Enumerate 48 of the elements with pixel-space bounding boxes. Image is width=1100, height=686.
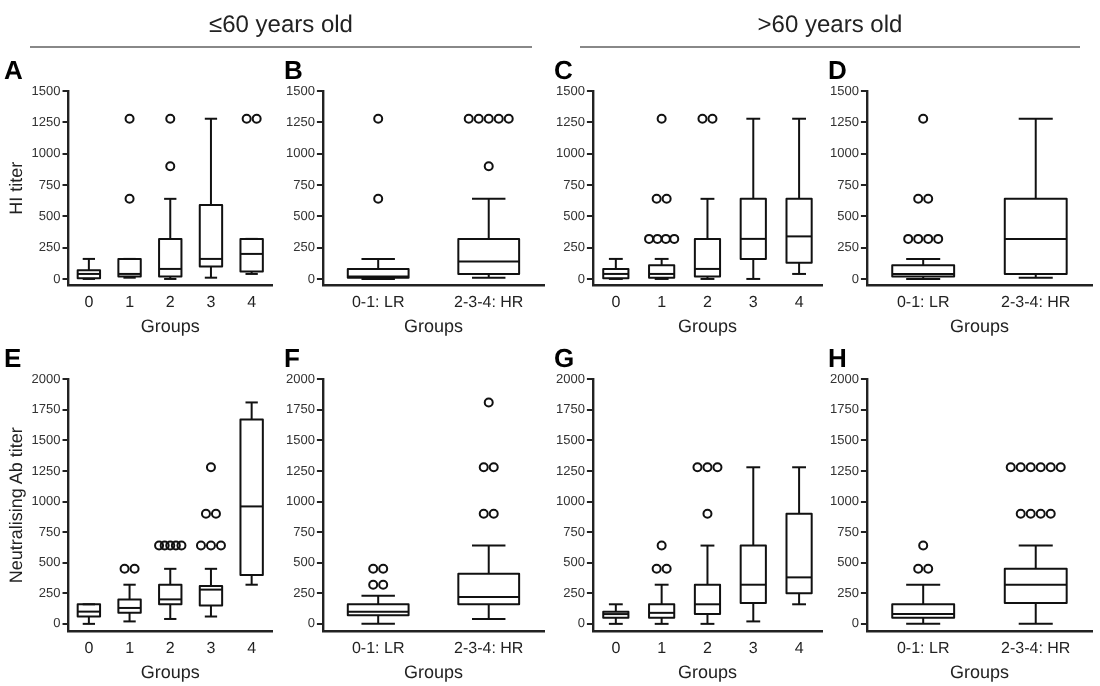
x-tick-label: 1	[125, 293, 136, 312]
x-tick-label: 0-1: LR	[896, 639, 950, 658]
x-tick-label: 4	[247, 639, 258, 658]
x-axis-title: Groups	[140, 316, 201, 337]
x-tick-label: 4	[247, 293, 258, 312]
chart-title: A	[4, 54, 24, 85]
x-tick-label: 2	[165, 639, 176, 658]
x-tick-label: 2	[703, 639, 714, 658]
x-tick-label: 2-3-4: HR	[1001, 639, 1071, 658]
x-axis-title: Groups	[949, 662, 1010, 683]
x-tick-label: 0	[84, 639, 95, 658]
chart-title: B	[284, 54, 303, 85]
x-tick-label: 3	[206, 293, 217, 312]
x-axis-title: Groups	[677, 662, 738, 683]
y-axis-title: Neutralising Ab titer	[5, 427, 26, 584]
x-tick-label: 1	[125, 639, 136, 658]
x-tick-label: 0-1: LR	[351, 293, 405, 312]
chart-title: C	[554, 54, 574, 85]
x-tick-label: 2	[703, 293, 714, 312]
x-tick-label: 0	[611, 639, 622, 658]
x-axis-title: Groups	[403, 316, 464, 337]
x-tick-label: 3	[748, 293, 759, 312]
chart-title: F	[284, 342, 300, 373]
x-tick-label: 0-1: LR	[896, 293, 950, 312]
x-axis-title: Groups	[677, 316, 738, 337]
x-tick-label: 0	[611, 293, 622, 312]
text: >60 years old	[580, 10, 1080, 48]
x-tick-label: 1	[657, 639, 668, 658]
chart-title: E	[4, 342, 22, 373]
chart-title: H	[828, 342, 847, 373]
y-axis-title: HI titer	[5, 161, 26, 215]
x-tick-label: 1	[657, 293, 668, 312]
chart-title: D	[828, 54, 847, 85]
text: ≤60 years old	[30, 10, 532, 48]
x-tick-label: 2-3-4: HR	[454, 639, 524, 658]
x-tick-label: 2-3-4: HR	[1001, 293, 1071, 312]
chart-title: G	[554, 342, 575, 373]
x-axis-title: Groups	[949, 316, 1010, 337]
x-axis-title: Groups	[140, 662, 201, 683]
x-tick-label: 2-3-4: HR	[454, 293, 524, 312]
x-tick-label: 0-1: LR	[351, 639, 405, 658]
x-tick-label: 3	[748, 639, 759, 658]
x-tick-label: 4	[794, 293, 805, 312]
x-tick-label: 4	[794, 639, 805, 658]
x-tick-label: 3	[206, 639, 217, 658]
x-tick-label: 0	[84, 293, 95, 312]
x-tick-label: 2	[165, 293, 176, 312]
x-axis-title: Groups	[403, 662, 464, 683]
